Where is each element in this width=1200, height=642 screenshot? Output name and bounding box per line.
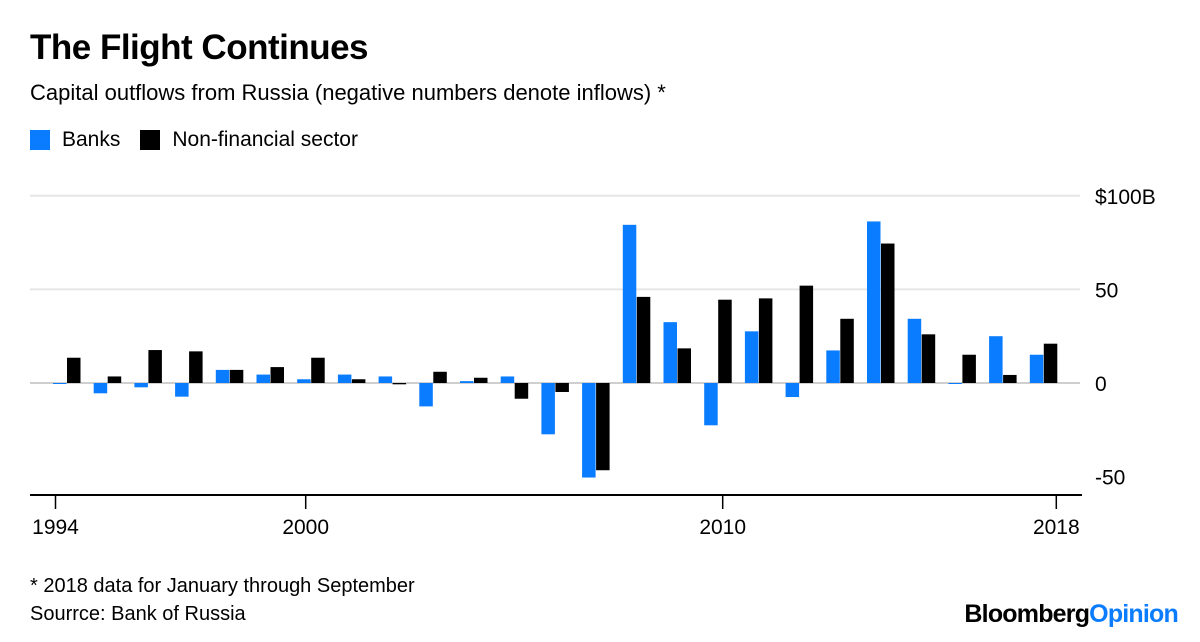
y-tick-label: $100B [1095,186,1156,209]
bar-banks [378,376,393,383]
bar-nonfinancial [351,379,366,383]
bar-nonfinancial [840,318,854,383]
bar-nonfinancial [962,354,976,383]
bar-nonfinancial [596,383,610,471]
bar-banks [134,383,148,388]
bar-banks [622,224,637,383]
y-tick-label: 50 [1095,279,1118,302]
bar-banks [337,374,352,383]
legend-label-banks: Banks [62,128,121,151]
legend-label-nonfinancial: Non-financial sector [172,128,358,151]
bar-banks [256,374,270,383]
bar-nonfinancial [514,383,529,399]
x-tick-label: 2000 [282,516,329,539]
bar-nonfinancial [555,383,569,392]
bar-banks [744,331,759,383]
x-tick-label: 2010 [699,516,746,539]
bar-nonfinancial [392,383,407,385]
bar-banks [1029,354,1044,383]
bar-banks [582,383,596,478]
bar-banks [785,383,800,398]
bar-banks [541,383,555,435]
bar-nonfinancial [636,296,651,383]
bar-nonfinancial [799,285,814,383]
bar-banks [907,318,922,383]
bar-banks [704,383,718,426]
bar-banks [867,221,881,383]
logo-main: Bloomberg [964,600,1090,628]
bar-nonfinancial [758,298,773,383]
bar-nonfinancial [433,371,447,383]
y-tick-label: -50 [1095,467,1125,490]
bar-nonfinancial [67,357,81,383]
bar-banks [175,383,189,397]
bar-nonfinancial [189,351,203,383]
bar-banks [663,322,677,383]
bar-nonfinancial [881,243,895,383]
bar-nonfinancial [148,350,162,383]
bar-nonfinancial [311,357,325,383]
legend-swatch-banks [30,130,50,150]
bar-banks [500,376,515,383]
source-note: Sourrce: Bank of Russia [30,603,246,625]
bar-banks [297,379,311,383]
x-tick-label: 2018 [1033,516,1080,539]
bar-nonfinancial [270,367,284,383]
legend-item-nonfinancial: Non-financial sector [140,128,358,152]
bar-nonfinancial [474,377,488,383]
bloomberg-opinion-logo: BloombergOpinion [964,600,1178,629]
bar-nonfinancial [718,299,732,383]
bar-banks [215,369,230,383]
bar-nonfinancial [921,334,936,383]
bar-nonfinancial [1003,374,1017,383]
x-tick-label: 1994 [32,516,79,539]
bar-banks [460,381,474,383]
chart-subtitle: Capital outflows from Russia (negative n… [30,80,666,105]
legend-swatch-nonfinancial [140,130,161,150]
bar-banks [419,383,433,407]
bar-banks [93,383,108,394]
bar-nonfinancial [107,376,122,383]
footnote: * 2018 data for January through Septembe… [30,575,415,597]
bar-banks [826,350,840,383]
legend-item-banks: Banks [30,128,120,152]
bar-banks [989,336,1003,383]
bar-banks [53,383,67,384]
legend: Banks Non-financial sector [30,128,378,152]
y-tick-label: 0 [1095,373,1107,396]
bar-nonfinancial [677,348,691,383]
logo-accent: Opinion [1089,600,1179,628]
bar-nonfinancial [1043,343,1058,383]
chart-title: The Flight Continues [30,28,369,67]
bar-nonfinancial [229,369,244,383]
bar-banks [948,383,962,384]
